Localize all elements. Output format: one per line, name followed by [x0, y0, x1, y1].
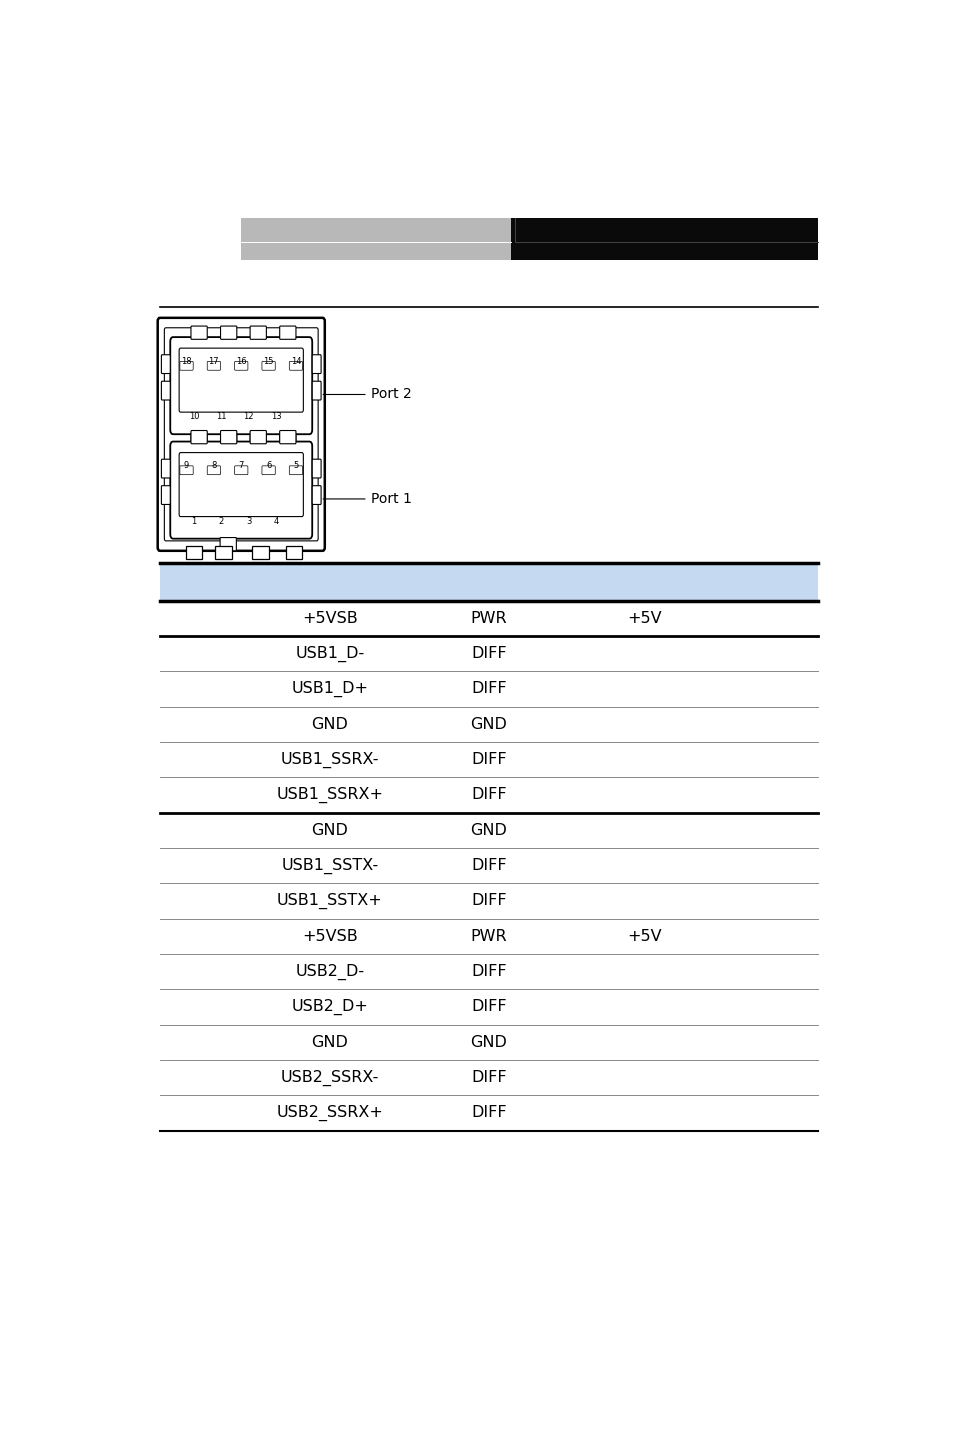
- FancyBboxPatch shape: [312, 354, 321, 373]
- FancyBboxPatch shape: [179, 348, 303, 412]
- Text: 10: 10: [189, 412, 199, 422]
- Text: 7: 7: [238, 462, 244, 470]
- FancyBboxPatch shape: [170, 442, 312, 539]
- FancyBboxPatch shape: [220, 326, 236, 340]
- Text: GND: GND: [470, 717, 507, 731]
- Text: USB1_SSTX-: USB1_SSTX-: [281, 858, 378, 873]
- Text: 16: 16: [235, 357, 246, 366]
- FancyBboxPatch shape: [161, 354, 170, 373]
- Text: +5V: +5V: [626, 611, 660, 625]
- Text: USB2_SSRX+: USB2_SSRX+: [276, 1104, 383, 1121]
- Text: 8: 8: [211, 462, 216, 470]
- Text: 11: 11: [215, 412, 226, 422]
- Text: USB2_SSRX-: USB2_SSRX-: [280, 1070, 378, 1086]
- FancyBboxPatch shape: [157, 318, 324, 551]
- FancyBboxPatch shape: [312, 381, 321, 400]
- Text: USB1_SSRX+: USB1_SSRX+: [276, 787, 383, 803]
- FancyBboxPatch shape: [234, 361, 248, 370]
- FancyBboxPatch shape: [161, 459, 170, 478]
- Text: DIFF: DIFF: [471, 964, 506, 979]
- Text: PWR: PWR: [470, 929, 507, 944]
- Text: GND: GND: [312, 1035, 348, 1050]
- FancyBboxPatch shape: [207, 466, 220, 475]
- Text: DIFF: DIFF: [471, 999, 506, 1014]
- Text: DIFF: DIFF: [471, 1106, 506, 1120]
- Text: 18: 18: [181, 357, 192, 366]
- Bar: [160, 564, 817, 601]
- FancyBboxPatch shape: [180, 466, 193, 475]
- FancyBboxPatch shape: [234, 466, 248, 475]
- FancyBboxPatch shape: [250, 430, 266, 443]
- Text: DIFF: DIFF: [471, 893, 506, 908]
- Text: 15: 15: [263, 357, 274, 366]
- Text: USB1_SSRX-: USB1_SSRX-: [280, 751, 378, 767]
- FancyBboxPatch shape: [252, 546, 269, 558]
- Text: DIFF: DIFF: [471, 787, 506, 803]
- Text: 13: 13: [271, 412, 281, 422]
- Text: GND: GND: [470, 823, 507, 837]
- Text: +5VSB: +5VSB: [302, 929, 357, 944]
- Text: +5VSB: +5VSB: [302, 611, 357, 625]
- Text: DIFF: DIFF: [471, 751, 506, 767]
- Text: PWR: PWR: [470, 611, 507, 625]
- FancyBboxPatch shape: [262, 361, 275, 370]
- FancyBboxPatch shape: [207, 361, 220, 370]
- Text: USB2_D-: USB2_D-: [295, 964, 364, 979]
- Text: GND: GND: [312, 823, 348, 837]
- FancyBboxPatch shape: [285, 546, 301, 558]
- FancyBboxPatch shape: [191, 433, 207, 446]
- Text: USB2_D+: USB2_D+: [292, 998, 368, 1015]
- FancyBboxPatch shape: [191, 326, 207, 340]
- Text: 4: 4: [274, 516, 278, 525]
- FancyBboxPatch shape: [191, 430, 207, 443]
- FancyBboxPatch shape: [220, 433, 236, 446]
- Text: DIFF: DIFF: [471, 858, 506, 873]
- Text: USB1_SSTX+: USB1_SSTX+: [276, 893, 382, 909]
- FancyBboxPatch shape: [170, 337, 312, 435]
- FancyBboxPatch shape: [289, 361, 302, 370]
- Text: 12: 12: [243, 412, 253, 422]
- Text: GND: GND: [470, 1035, 507, 1050]
- Text: DIFF: DIFF: [471, 681, 506, 697]
- Text: 17: 17: [209, 357, 219, 366]
- Text: USB1_D+: USB1_D+: [292, 681, 368, 697]
- Text: 9: 9: [184, 462, 189, 470]
- Text: 5: 5: [293, 462, 298, 470]
- FancyBboxPatch shape: [279, 433, 295, 446]
- FancyBboxPatch shape: [220, 430, 236, 443]
- FancyBboxPatch shape: [279, 326, 295, 340]
- Text: USB1_D-: USB1_D-: [295, 645, 364, 661]
- FancyBboxPatch shape: [164, 328, 317, 541]
- FancyBboxPatch shape: [279, 430, 295, 443]
- FancyBboxPatch shape: [161, 486, 170, 505]
- FancyBboxPatch shape: [215, 546, 232, 558]
- Text: 3: 3: [246, 516, 251, 525]
- FancyBboxPatch shape: [220, 538, 236, 551]
- FancyBboxPatch shape: [250, 326, 266, 340]
- Text: Port 2: Port 2: [323, 387, 411, 402]
- Bar: [511, 218, 817, 261]
- Text: 6: 6: [266, 462, 271, 470]
- Text: Port 1: Port 1: [323, 492, 411, 506]
- Text: 1: 1: [192, 516, 196, 525]
- FancyBboxPatch shape: [179, 453, 303, 516]
- Bar: [241, 218, 511, 261]
- Text: 2: 2: [218, 516, 224, 525]
- Text: GND: GND: [312, 717, 348, 731]
- FancyBboxPatch shape: [312, 459, 321, 478]
- Text: +5V: +5V: [626, 929, 660, 944]
- Text: DIFF: DIFF: [471, 1070, 506, 1086]
- FancyBboxPatch shape: [186, 546, 202, 558]
- Text: 14: 14: [291, 357, 301, 366]
- FancyBboxPatch shape: [312, 486, 321, 505]
- FancyBboxPatch shape: [250, 433, 266, 446]
- Text: DIFF: DIFF: [471, 645, 506, 661]
- FancyBboxPatch shape: [180, 361, 193, 370]
- FancyBboxPatch shape: [262, 466, 275, 475]
- FancyBboxPatch shape: [289, 466, 302, 475]
- FancyBboxPatch shape: [161, 381, 170, 400]
